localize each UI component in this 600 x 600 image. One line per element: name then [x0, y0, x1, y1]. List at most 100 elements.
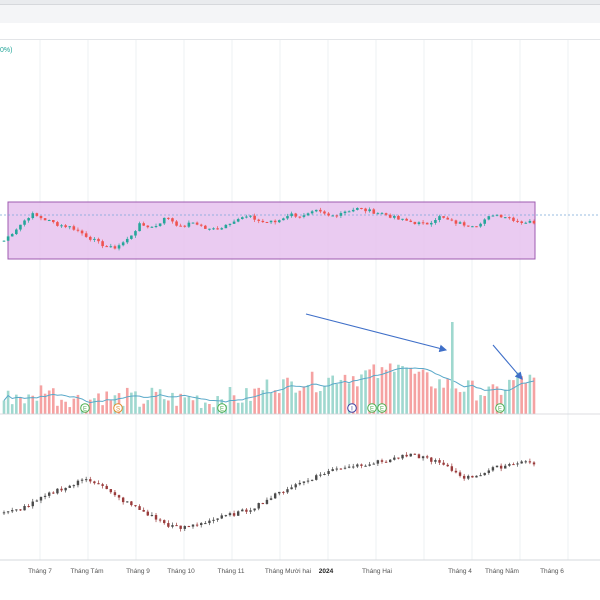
price-candle	[434, 220, 437, 223]
volume-bar	[314, 392, 318, 414]
index-candle	[126, 501, 129, 503]
price-candle	[269, 220, 273, 223]
index-candle	[323, 473, 326, 475]
price-candle	[429, 222, 433, 225]
index-candle	[364, 465, 367, 467]
price-candle	[19, 224, 22, 230]
volume-bar	[134, 391, 137, 414]
price-candle	[2, 240, 6, 242]
event-marker	[377, 403, 387, 413]
price-candle	[43, 218, 47, 221]
index-candle	[462, 475, 466, 479]
volume-bar	[368, 369, 371, 414]
index-candle	[142, 509, 145, 512]
index-candle	[19, 509, 22, 511]
volume-bar	[376, 378, 380, 414]
volume-bar	[27, 394, 30, 414]
x-tick-label: Tháng 4	[448, 568, 472, 575]
index-candle	[380, 460, 384, 462]
index-candle	[401, 454, 404, 459]
index-candle	[413, 453, 417, 455]
price-candle	[425, 222, 429, 225]
price-candle	[327, 213, 330, 216]
browser-tab-bar	[0, 0, 600, 23]
price-candle	[249, 215, 252, 217]
index-candle	[93, 481, 96, 484]
volume-bar	[405, 367, 408, 414]
index-panel	[2, 452, 536, 532]
index-candle	[2, 512, 6, 514]
volume-bar	[302, 386, 306, 414]
index-candle	[524, 461, 527, 463]
volume-bar	[47, 390, 51, 414]
index-candle	[212, 519, 215, 521]
index-candle	[261, 503, 265, 505]
volume-bar	[76, 394, 80, 414]
price-candle	[52, 220, 55, 223]
index-candle	[360, 464, 363, 466]
volume-bar	[434, 388, 437, 414]
index-candle	[335, 468, 338, 470]
price-candle	[245, 216, 248, 218]
index-candle	[347, 466, 351, 468]
volume-bar	[146, 400, 150, 414]
volume-bar	[339, 379, 343, 414]
volume-bar	[88, 399, 92, 414]
index-candle	[80, 479, 84, 481]
index-candle	[397, 457, 400, 459]
price-candle	[442, 216, 445, 218]
address-bar[interactable]	[0, 4, 600, 23]
volume-bar	[2, 400, 6, 414]
x-axis: Tháng 7 Tháng Tám Tháng 9 Tháng 10 Tháng 11 T…	[0, 559, 600, 575]
price-candle	[154, 225, 158, 227]
price-candle	[331, 215, 334, 217]
index-candle	[376, 460, 380, 464]
price-candle	[216, 228, 219, 230]
volume-bar	[462, 391, 466, 414]
price-candle	[142, 223, 145, 226]
volume-bar	[294, 392, 298, 414]
price-candle	[524, 222, 528, 224]
price-candle	[97, 238, 100, 242]
price-candle	[273, 220, 277, 223]
index-candle	[442, 462, 445, 465]
volume-bar	[232, 395, 236, 414]
price-candle	[93, 238, 96, 240]
price-candle	[413, 221, 417, 225]
volume-bar	[327, 377, 330, 414]
index-candle	[495, 465, 499, 468]
index-candle	[171, 525, 174, 527]
x-tick-label: Tháng Hai	[362, 568, 392, 575]
volume-bar	[121, 405, 125, 414]
price-candle	[277, 220, 281, 223]
index-candle	[421, 456, 425, 459]
index-candle	[60, 488, 63, 491]
volume-bar	[269, 392, 273, 414]
price-candle	[175, 221, 178, 226]
index-candle	[109, 489, 113, 493]
price-candle	[113, 246, 117, 249]
volume-bar	[109, 400, 113, 414]
index-candle	[204, 523, 207, 525]
volume-bar	[524, 383, 528, 414]
price-candle	[282, 218, 285, 221]
price-candle	[204, 225, 207, 229]
volume-bar	[471, 380, 474, 414]
price-candle	[208, 228, 211, 230]
volume-bar	[125, 387, 129, 414]
index-candle	[195, 524, 199, 526]
price-candle	[351, 209, 355, 212]
index-candle	[389, 459, 392, 463]
index-candle	[47, 492, 51, 496]
x-tick-label: Tháng 6	[540, 568, 564, 575]
index-candle	[232, 513, 236, 516]
price-candle	[105, 246, 109, 248]
index-candle	[15, 509, 18, 511]
price-candle	[10, 234, 14, 237]
price-candle	[60, 225, 63, 227]
price-candle	[335, 215, 339, 217]
volume-bar	[138, 406, 141, 414]
volume-bar	[442, 387, 445, 414]
price-candle	[88, 236, 92, 240]
